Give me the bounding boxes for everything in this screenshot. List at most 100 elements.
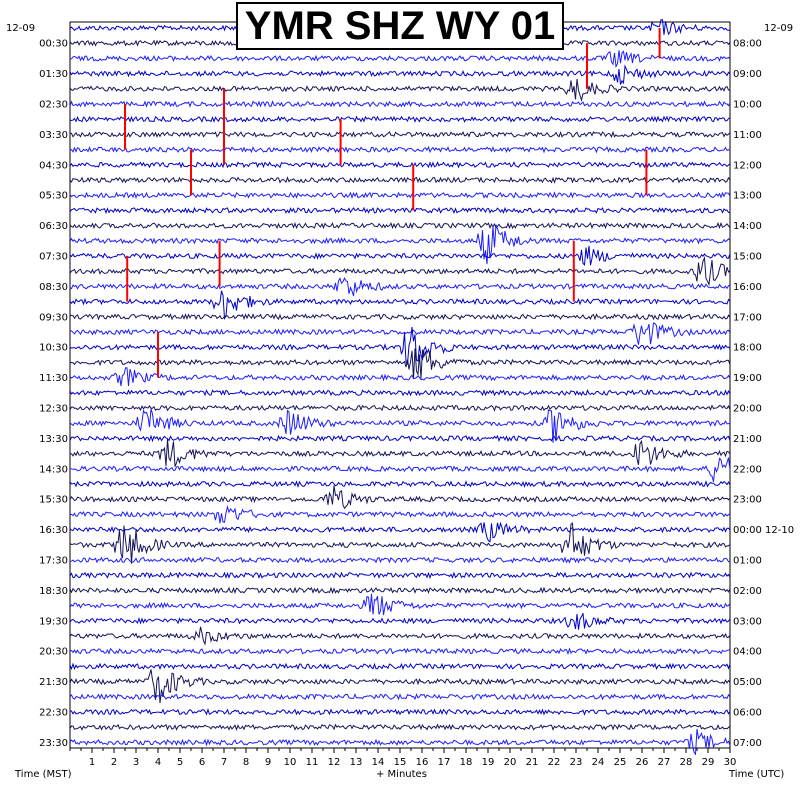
trace-line: [69, 707, 731, 716]
x-tick-label: 21: [526, 757, 539, 768]
left-time-label: 22:30: [39, 708, 68, 719]
left-time-label: 21:30: [39, 677, 68, 688]
trace-line: [69, 438, 731, 467]
x-tick-label: 26: [636, 757, 649, 768]
clipped-events: [124, 28, 661, 378]
right-time-label: 13:00: [733, 191, 762, 202]
trace-line: [69, 480, 731, 489]
x-tick-label: 22: [548, 757, 561, 768]
date-left: 12-09: [6, 23, 35, 34]
x-tick-label: 27: [658, 757, 671, 768]
left-time-label: 20:30: [39, 647, 68, 658]
trace-line: [69, 408, 731, 443]
right-time-label: 14:00: [733, 221, 762, 232]
left-time-label: 15:30: [39, 495, 68, 506]
trace-line: [69, 388, 731, 397]
x-tick-label: 6: [199, 757, 205, 768]
right-time-label: 17:00: [733, 312, 762, 323]
left-time-label: 08:30: [39, 282, 68, 293]
x-tick-label: 11: [306, 757, 319, 768]
x-tick-label: 8: [243, 757, 249, 768]
left-time-label: 02:30: [39, 100, 68, 111]
right-time-label: 12:00: [733, 160, 762, 171]
right-time-label: 15:00: [733, 252, 762, 263]
left-time-label: 14:30: [39, 464, 68, 475]
right-time-label: 01:00: [733, 556, 762, 567]
right-time-label: 19:00: [733, 373, 762, 384]
x-tick-label: 1: [89, 757, 95, 768]
title-box: YMR SHZ WY 01: [236, 2, 564, 50]
right-time-label: 07:00: [733, 738, 762, 749]
chart-title: YMR SHZ WY 01: [244, 4, 556, 48]
trace-line: [69, 100, 731, 108]
date-right: 12-09: [764, 23, 793, 34]
right-time-label: 10:00: [733, 100, 762, 111]
trace-line: [69, 593, 731, 616]
trace-line: [69, 485, 731, 510]
x-tick-label: 9: [265, 757, 271, 768]
trace-line: [69, 434, 731, 443]
x-tick-label: 20: [504, 757, 517, 768]
trace-line: [69, 50, 731, 69]
x-tick-label: 23: [570, 757, 583, 768]
trace-line: [69, 130, 731, 139]
left-time-label: 07:30: [39, 252, 68, 263]
trace-line: [69, 221, 731, 230]
x-tick-label: 28: [680, 757, 693, 768]
trace-line: [69, 191, 731, 200]
x-tick-label: 25: [614, 757, 627, 768]
trace-line: [69, 723, 731, 731]
x-tick-label: 24: [592, 757, 605, 768]
right-time-label: 08:00: [733, 39, 762, 50]
right-time-label: 23:00: [733, 495, 762, 506]
x-tick-label: 4: [155, 757, 161, 768]
trace-line: [69, 692, 731, 701]
right-time-label: 00:00 12-10: [733, 525, 794, 536]
trace-line: [69, 161, 731, 169]
x-tick-label: 2: [111, 757, 117, 768]
trace-line: [69, 728, 731, 756]
trace-line: [69, 145, 731, 154]
left-time-label: 04:30: [39, 160, 68, 171]
left-time-label: 12:30: [39, 404, 68, 415]
x-tick-label: 13: [350, 757, 363, 768]
right-time-label: 21:00: [733, 434, 762, 445]
trace-line: [69, 522, 731, 564]
x-tick-label: 3: [133, 757, 139, 768]
seismic-traces: [69, 19, 731, 756]
left-time-label: 05:30: [39, 191, 68, 202]
right-time-label: 03:00: [733, 616, 762, 627]
trace-line: [69, 78, 731, 102]
x-tick-label: 14: [372, 757, 385, 768]
x-tick-label: 30: [724, 757, 737, 768]
trace-line: [69, 647, 731, 656]
trace-line: [69, 290, 731, 321]
x-tick-label: 7: [221, 757, 227, 768]
right-time-label: 22:00: [733, 464, 762, 475]
x-tick-label: 5: [177, 757, 183, 768]
trace-line: [69, 245, 731, 267]
trace-line: [69, 504, 731, 524]
trace-line: [69, 327, 731, 366]
trace-line: [69, 224, 731, 265]
x-tick-label: 18: [460, 757, 473, 768]
trace-line: [69, 571, 731, 580]
left-time-label: 06:30: [39, 221, 68, 232]
left-time-label: 10:30: [39, 343, 68, 354]
right-time-label: 18:00: [733, 343, 762, 354]
trace-line: [69, 176, 731, 184]
trace-line: [69, 662, 731, 671]
right-time-label: 05:00: [733, 677, 762, 688]
x-tick-label: 15: [394, 757, 407, 768]
left-time-label: 18:30: [39, 586, 68, 597]
x-tick-label: 17: [438, 757, 451, 768]
left-time-label: 17:30: [39, 556, 68, 567]
left-time-label: 03:30: [39, 130, 68, 141]
right-axis-title: Time (UTC): [728, 769, 784, 780]
trace-line: [69, 64, 731, 85]
x-tick-label: 16: [416, 757, 429, 768]
trace-line: [69, 367, 731, 387]
left-time-label: 19:30: [39, 616, 68, 627]
plot-frame: [69, 21, 731, 749]
